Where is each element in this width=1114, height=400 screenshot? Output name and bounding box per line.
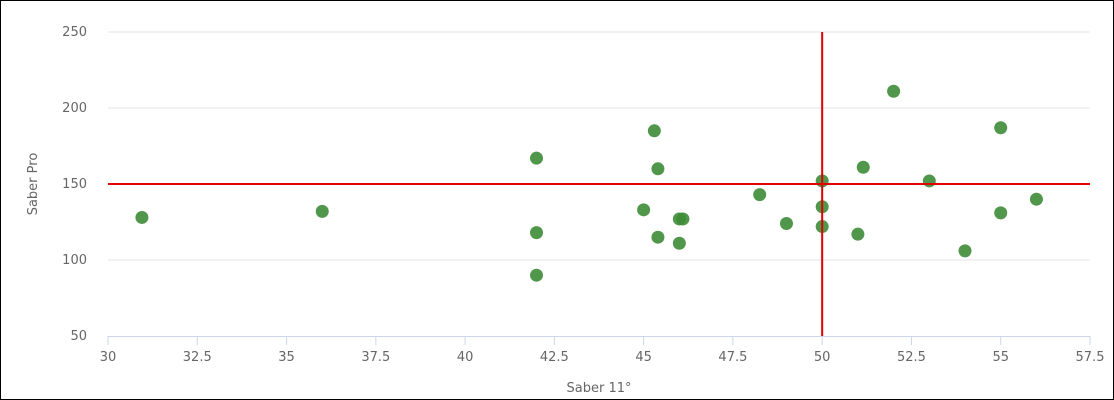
data-point	[922, 174, 936, 188]
data-point	[753, 188, 767, 202]
x-axis: 30 32.5 35 37.5 40 42.5 45 47.5 50 52.5 55 57.5	[100, 336, 1105, 365]
x-tick-label: 57.5	[1076, 350, 1105, 365]
data-point	[856, 160, 870, 174]
data-point	[676, 212, 690, 226]
y-tick-label: 250	[62, 25, 87, 40]
x-tick-label: 37.5	[361, 350, 390, 365]
y-tick-label: 50	[70, 329, 87, 344]
data-point	[672, 236, 686, 250]
data-point	[135, 210, 149, 224]
data-point	[637, 203, 651, 217]
data-point	[315, 204, 329, 218]
data-points	[135, 84, 1043, 282]
grid-layer	[108, 31, 1090, 261]
data-point	[1029, 192, 1043, 206]
x-tick-label: 35	[278, 350, 295, 365]
data-point	[994, 121, 1008, 135]
x-tick-label: 42.5	[540, 350, 569, 365]
y-tick-label: 100	[62, 253, 87, 268]
x-tick-label: 55	[992, 350, 1009, 365]
reference-lines	[108, 32, 1090, 336]
x-tick-label: 52.5	[897, 350, 926, 365]
data-point	[779, 217, 793, 231]
x-axis-title: Saber 11°	[567, 381, 632, 396]
y-tick-label: 200	[62, 101, 87, 116]
y-axis-title: Saber Pro	[26, 153, 41, 216]
data-point	[651, 230, 665, 244]
data-point	[530, 151, 544, 165]
x-tick-label: 40	[457, 350, 474, 365]
data-point	[887, 84, 901, 98]
data-point	[651, 162, 665, 176]
x-tick-label: 47.5	[718, 350, 747, 365]
x-tick-label: 32.5	[183, 350, 212, 365]
data-point	[647, 124, 661, 138]
x-tick-label: 45	[635, 350, 652, 365]
data-point	[851, 227, 865, 241]
y-tick-labels: 50 100 150 200 250	[62, 25, 87, 344]
data-point	[530, 226, 544, 240]
x-tick-label: 30	[100, 350, 117, 365]
data-point	[958, 244, 972, 258]
data-point	[530, 268, 544, 282]
data-point	[994, 206, 1008, 220]
x-tick-label: 50	[814, 350, 831, 365]
y-tick-label: 150	[62, 177, 87, 192]
